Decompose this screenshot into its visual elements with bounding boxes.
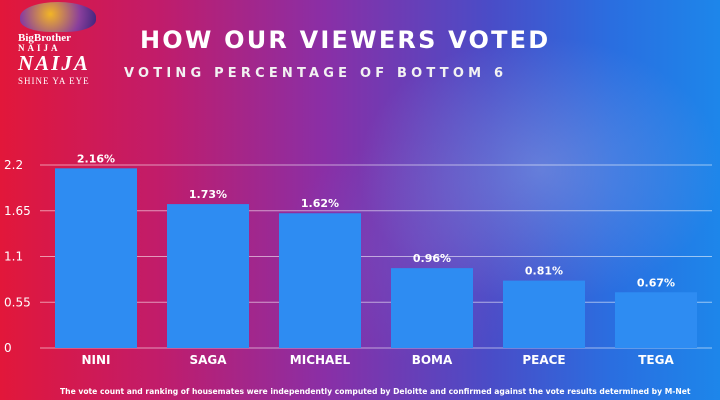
x-tick-label: TEGA	[638, 353, 674, 367]
page-title: HOW OUR VIEWERS VOTED	[140, 26, 551, 54]
x-tick-label: PEACE	[522, 353, 565, 367]
logo-tagline: SHINE YA EYE	[18, 76, 90, 86]
bar-nini	[55, 168, 137, 348]
data-label: 1.73%	[189, 188, 227, 201]
globe-icon	[20, 2, 96, 32]
x-tick-label: MICHAEL	[290, 353, 351, 367]
data-label: 0.67%	[637, 276, 675, 289]
logo-naija-small: NAIJA	[18, 43, 61, 53]
logo-naija-large: NAIJA	[18, 51, 90, 75]
footnote: The vote count and ranking of housemates…	[60, 387, 691, 396]
logo-brand-text: BigBrother	[18, 32, 71, 44]
x-tick-label: SAGA	[189, 353, 227, 367]
data-label: 1.62%	[301, 197, 339, 210]
y-tick-label: 0	[4, 341, 12, 355]
grid-layer	[40, 164, 712, 349]
chart-subtitle: VOTING PERCENTAGE OF BOTTOM 6	[124, 66, 508, 81]
y-tick-label: 1.1	[4, 250, 23, 264]
label-layer: 0 0.55 1.1 1.65 2.2 2.16% NINI 1.73% SAGA 1.62% MI…	[4, 152, 675, 367]
x-tick-label: NINI	[81, 353, 110, 367]
data-label: 0.81%	[525, 265, 563, 278]
bar-peace	[503, 280, 585, 348]
bar-tega	[615, 292, 697, 348]
data-label: 0.96%	[413, 252, 451, 265]
show-logo: BigBrother NAIJA NAIJA SHINE YA EYE	[14, 2, 104, 94]
y-tick-label: 2.2	[4, 158, 23, 172]
bar-michael	[279, 213, 361, 348]
y-tick-label: 0.55	[4, 295, 31, 309]
bar-saga	[167, 204, 249, 348]
x-tick-label: BOMA	[412, 353, 453, 367]
bar-layer	[55, 168, 697, 348]
y-tick-label: 1.65	[4, 204, 31, 218]
bar-boma	[391, 268, 473, 348]
data-label: 2.16%	[77, 152, 115, 165]
